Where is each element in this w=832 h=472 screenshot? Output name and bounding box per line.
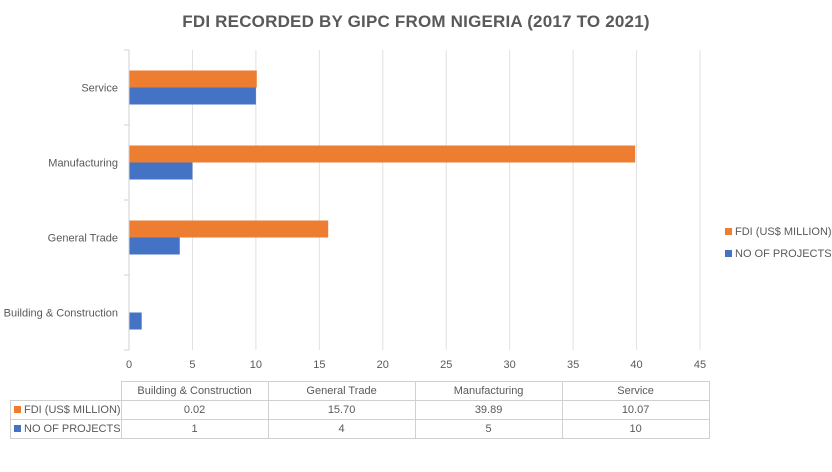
data-table-header-cell: General Trade [267, 381, 416, 401]
data-table-row-fdi: FDI (US$ MILLION) 0.02 15.70 39.89 10.07 [10, 400, 710, 420]
data-table-cell: 15.70 [267, 400, 416, 420]
x-tick-label: 5 [189, 359, 195, 371]
x-tick-label: 30 [504, 359, 516, 371]
bars [129, 70, 636, 330]
x-tick-label: 10 [250, 359, 262, 371]
bar-fdi [129, 145, 636, 163]
data-table-cell: 10 [561, 419, 710, 439]
data-table-cell: 10.07 [561, 400, 710, 420]
data-table-header-cell: Manufacturing [414, 381, 563, 401]
data-table-cell: 39.89 [414, 400, 563, 420]
category-label: Manufacturing [48, 158, 118, 170]
data-table-cell: 0.02 [120, 400, 269, 420]
x-tick-label: 20 [377, 359, 389, 371]
data-table: Building & Construction General Trade Ma… [10, 381, 710, 439]
axes: 0 5 10 15 20 25 30 35 40 45 Building & Constructio… [4, 49, 706, 371]
data-table-cell: 1 [120, 419, 269, 439]
data-table-swatch-projects [14, 425, 21, 432]
category-label: Building & Construction [4, 308, 118, 320]
legend-item-projects: NO OF PROJECTS [725, 248, 832, 260]
data-table-row-header: NO OF PROJECTS [10, 419, 122, 439]
data-table-cell: 4 [267, 419, 416, 439]
data-table-series-label: NO OF PROJECTS [24, 423, 121, 435]
legend-item-fdi: FDI (US$ MILLION) [725, 226, 832, 238]
data-table-row-projects: NO OF PROJECTS 1 4 5 10 [10, 419, 710, 439]
legend-swatch-projects [725, 250, 732, 257]
data-table-row-header: FDI (US$ MILLION) [10, 400, 122, 420]
legend-label-projects: NO OF PROJECTS [735, 248, 832, 260]
data-table-corner [10, 381, 122, 401]
bar-fdi [129, 220, 329, 238]
bar-projects [129, 237, 180, 255]
category-label: Service [81, 83, 118, 95]
x-tick-label: 40 [630, 359, 642, 371]
data-table-header-cell: Service [561, 381, 710, 401]
gridlines [191, 50, 701, 350]
x-tick-label: 45 [694, 359, 706, 371]
legend-label-fdi: FDI (US$ MILLION) [735, 226, 832, 238]
data-table-header-row: Building & Construction General Trade Ma… [10, 381, 710, 401]
data-table-swatch-fdi [14, 406, 21, 413]
bar-projects [129, 87, 256, 105]
category-label: General Trade [48, 233, 118, 245]
chart-title: FDI RECORDED BY GIPC FROM NIGERIA (2017 … [182, 12, 650, 31]
bar-projects [129, 312, 142, 330]
data-table-header-cell: Building & Construction [120, 381, 269, 401]
x-tick-label: 35 [567, 359, 579, 371]
x-tick-label: 25 [440, 359, 452, 371]
bar-fdi [129, 70, 257, 88]
legend-swatch-fdi [725, 228, 732, 235]
data-table-series-label: FDI (US$ MILLION) [24, 404, 121, 416]
x-tick-label: 15 [313, 359, 325, 371]
data-table-cell: 5 [414, 419, 563, 439]
bar-projects [129, 162, 193, 180]
x-tick-label: 0 [126, 359, 132, 371]
